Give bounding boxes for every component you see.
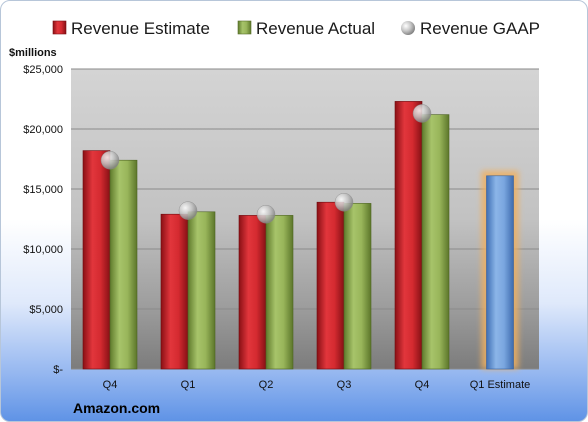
legend-item-revenue-gaap: Revenue GAAP [401,19,540,38]
gridlines [71,68,539,370]
legend-label: Revenue Estimate [71,19,210,38]
legend-label: Revenue Actual [256,19,375,38]
x-tick-label: Q1 [181,379,196,391]
bar-q1-estimate [486,175,514,370]
x-axis-ticks: Q4 Q1 Q2 Q3 Q4 Q1 Estimate [103,379,531,391]
marker-revenue-gaap [412,104,432,123]
legend-item-revenue-actual: Revenue Actual [237,19,375,38]
bar-revenue-estimate [238,215,267,370]
unit-label: $millions [9,47,57,59]
y-tick-label: $10,000 [23,244,63,256]
bar-revenue-actual [343,203,372,370]
legend-item-revenue-estimate: Revenue Estimate [52,19,210,38]
x-tick-label: Q1 Estimate [470,379,531,391]
y-tick-label: $5,000 [29,304,63,316]
x-tick-label: Q4 [103,379,118,391]
bar-revenue-estimate [316,201,345,370]
y-tick-label: $25,000 [23,64,63,76]
legend-marker-gaap [401,21,415,35]
bars [82,101,519,370]
bar-revenue-actual [421,114,450,370]
marker-revenue-gaap [334,192,354,212]
y-axis-ticks: $- $5,000 $10,000 $15,000 $20,000 $25,000 [23,64,63,376]
legend-swatch-green [237,20,252,35]
marker-revenue-gaap [100,150,120,170]
bar-revenue-actual [265,215,294,370]
plot-area [71,69,539,369]
y-tick-label: $- [53,364,63,376]
gaap-markers [100,104,432,224]
legend: Revenue Estimate Revenue Actual Revenue … [52,19,540,38]
source-label: Amazon.com [73,400,160,416]
x-tick-label: Q2 [259,379,274,391]
bar-revenue-estimate [394,101,423,370]
legend-swatch-red [52,20,67,35]
x-tick-label: Q3 [337,379,352,391]
marker-revenue-gaap [256,204,276,224]
bar-revenue-estimate [82,150,111,370]
y-tick-label: $15,000 [23,184,63,196]
bar-revenue-estimate [160,213,189,370]
bar-revenue-actual [109,159,138,370]
bar-revenue-actual [187,211,216,370]
y-tick-label: $20,000 [23,124,63,136]
x-tick-label: Q4 [415,379,430,391]
marker-revenue-gaap [178,201,198,220]
legend-label: Revenue GAAP [420,19,540,38]
